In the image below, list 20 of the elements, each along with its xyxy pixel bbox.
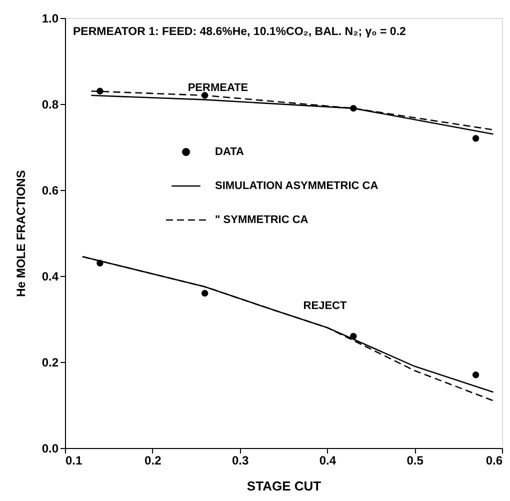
y-axis-title: He MOLE FRACTIONS (14, 170, 28, 297)
y-tick-label: 1.0 (42, 12, 59, 26)
legend-label: DATA (215, 146, 244, 158)
y-tick-label: 0.2 (42, 356, 59, 370)
legend-label: SIMULATION ASYMMETRIC CA (215, 180, 378, 192)
text: PERMEATOR 1: FEED: 48.6%He, 10.1%CO₂, BAL. N₂; γ₀ = 0.2 (73, 26, 406, 38)
y-tick-label: 0.8 (42, 98, 59, 112)
annotation: REJECT (303, 300, 347, 312)
legend-label: " SYMMETRIC CA (215, 214, 308, 226)
annotation: PERMEATE (188, 82, 248, 94)
x-tick-label: 0.5 (406, 454, 424, 468)
x-tick-label: 0.1 (66, 454, 83, 468)
x-tick-label: 0.2 (144, 454, 162, 468)
y-tick-label: 0.4 (42, 270, 59, 284)
y-tick-label: 0.0 (42, 442, 59, 456)
x-tick-label: 0.4 (319, 454, 336, 468)
y-tick-label: 0.6 (42, 184, 59, 198)
x-axis-title: STAGE CUT (246, 478, 322, 494)
x-tick-label: 0.6 (486, 454, 503, 468)
x-tick-label: 0.3 (232, 454, 249, 468)
